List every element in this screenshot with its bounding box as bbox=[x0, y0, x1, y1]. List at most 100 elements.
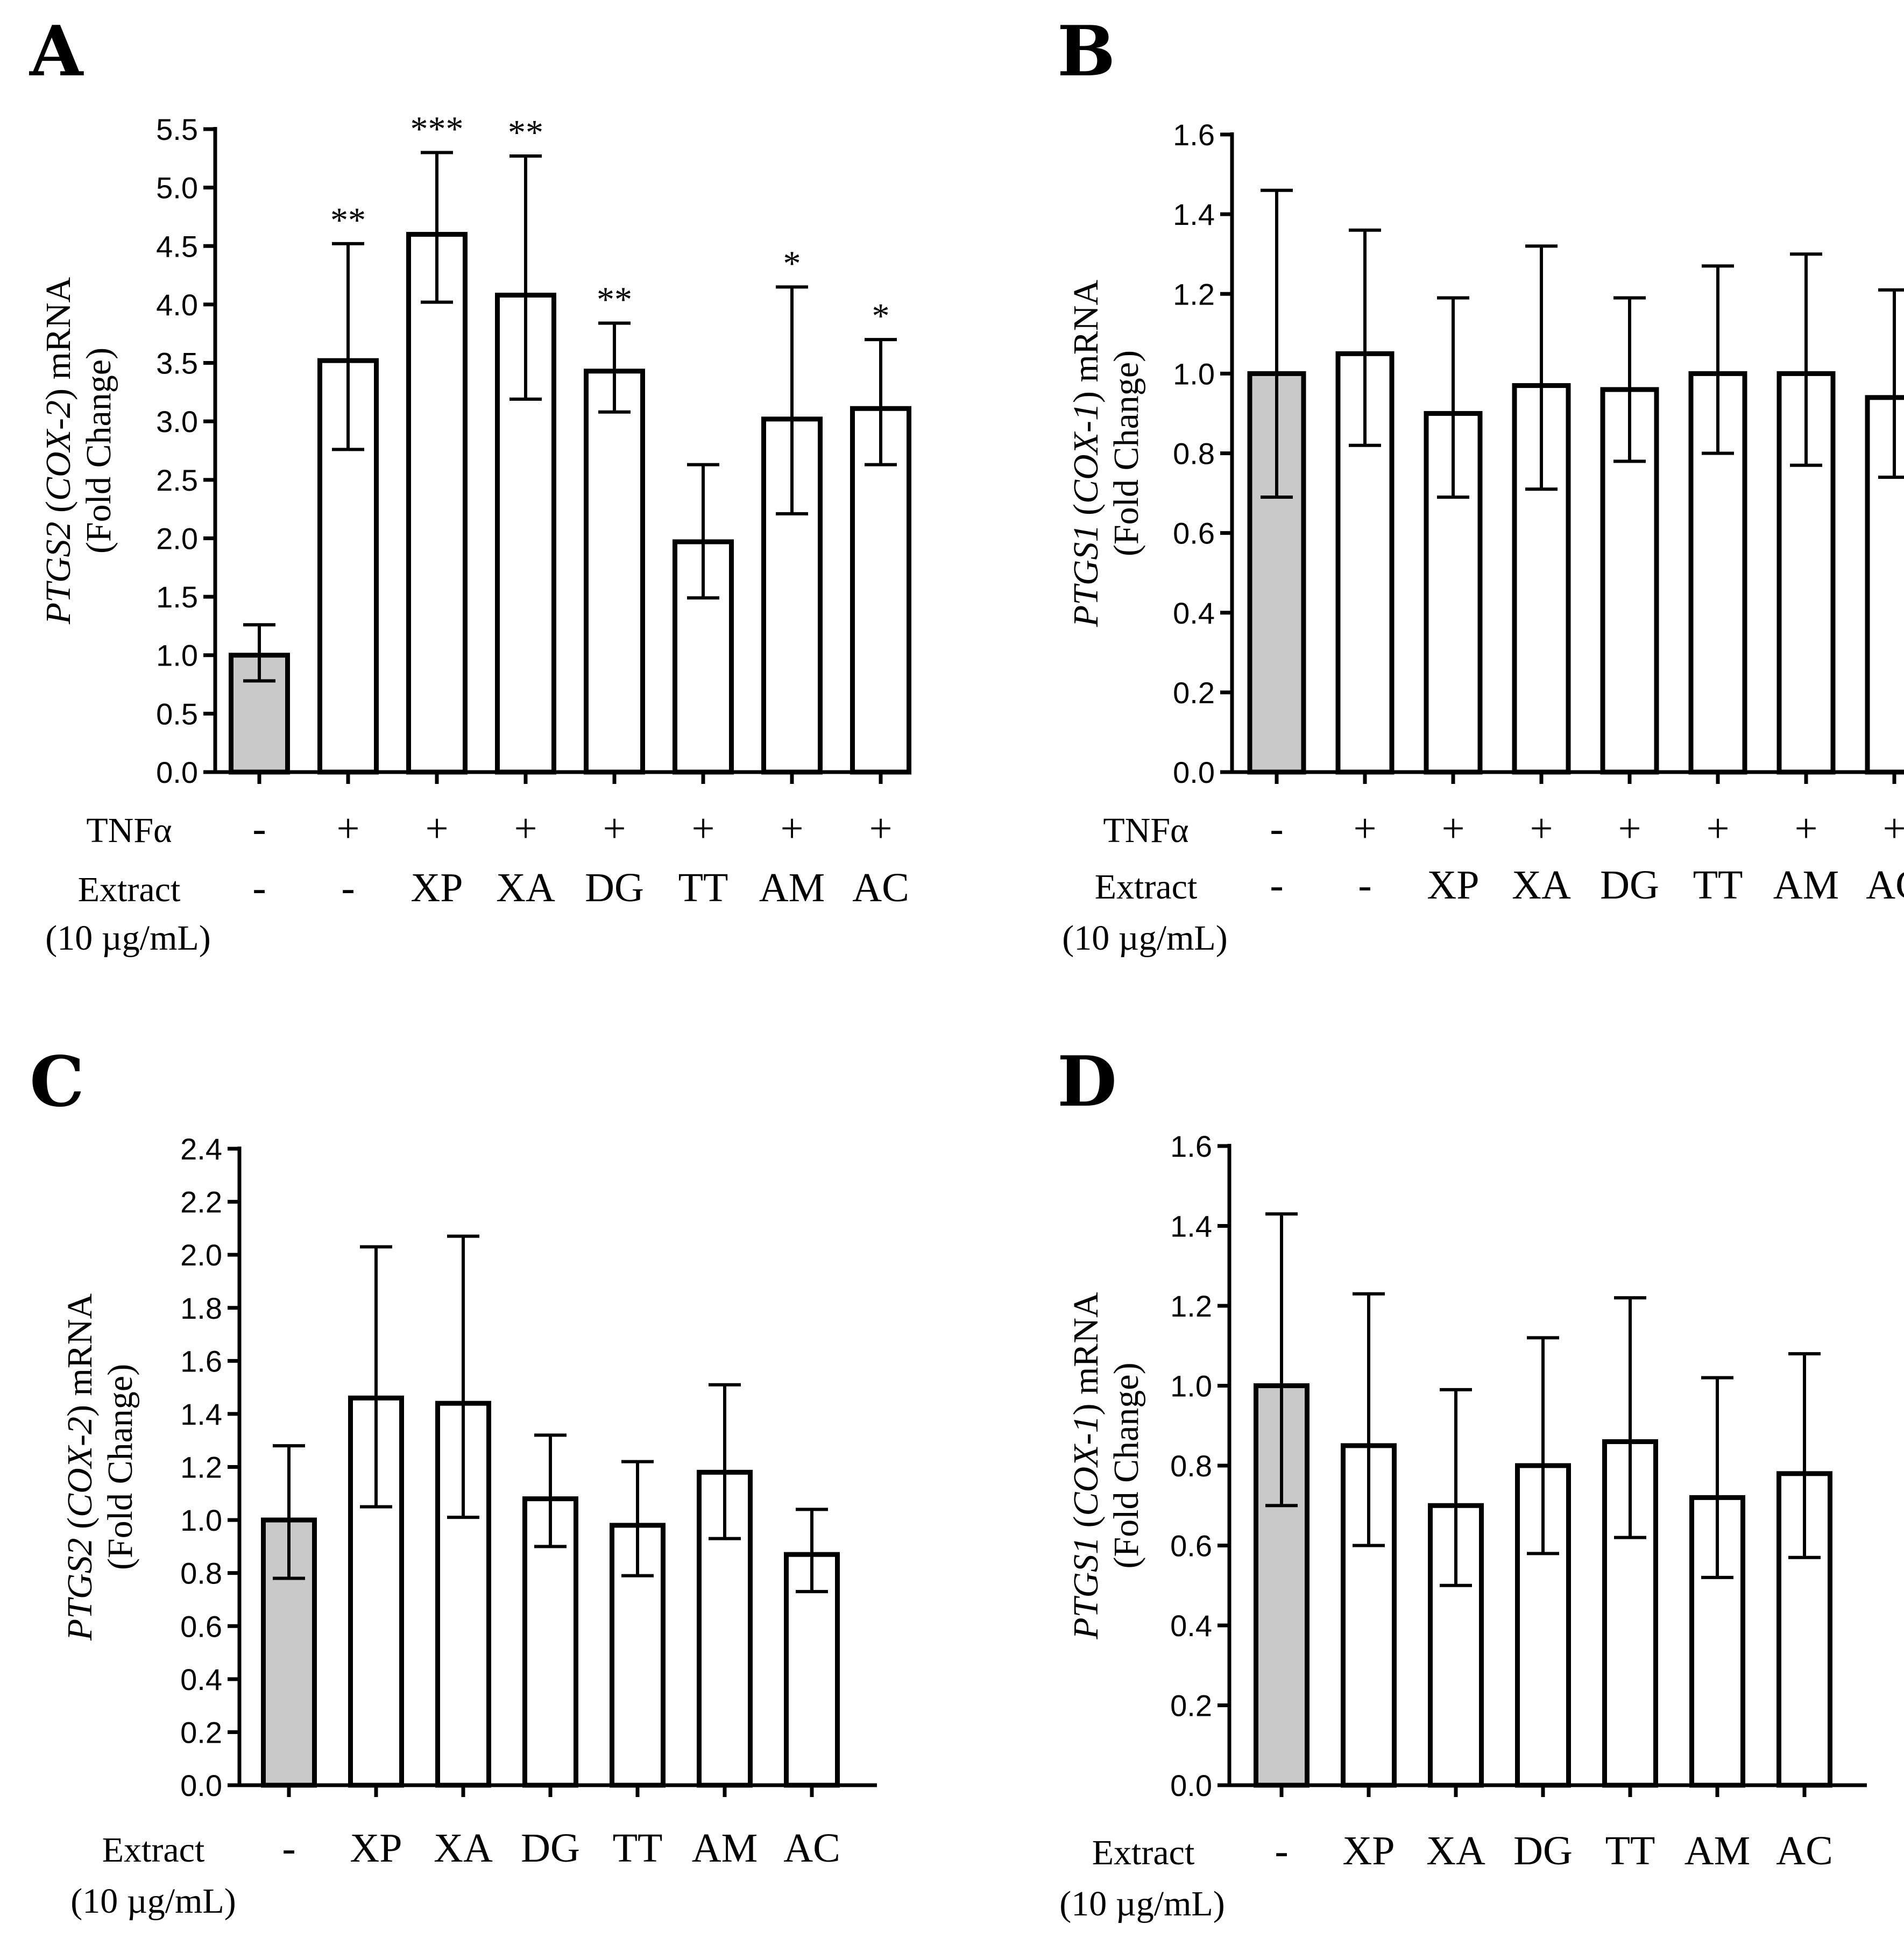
panel-letter: B bbox=[1057, 11, 1115, 92]
condition-label: + bbox=[1442, 806, 1465, 851]
condition-label: XP bbox=[1427, 862, 1479, 908]
y-tick-label: 0.2 bbox=[1173, 676, 1215, 710]
condition-label: + bbox=[514, 806, 537, 851]
condition-label: AM bbox=[1773, 862, 1839, 908]
y-tick-label: 2.0 bbox=[156, 521, 198, 555]
condition-label: + bbox=[1618, 806, 1641, 851]
y-tick-label: 1.0 bbox=[1170, 1369, 1212, 1403]
y-axis-subtitle: (Fold Change) bbox=[1107, 1362, 1146, 1568]
condition-label: XP bbox=[410, 865, 463, 910]
y-tick-label: 0.6 bbox=[1173, 517, 1215, 550]
condition-label: DG bbox=[521, 1826, 580, 1871]
y-axis-subtitle: (Fold Change) bbox=[101, 1364, 140, 1570]
y-tick-label: 2.2 bbox=[180, 1185, 222, 1219]
row-label: TNFα bbox=[86, 811, 172, 850]
row-label: Extract bbox=[1092, 1833, 1195, 1872]
panel-letter: C bbox=[30, 1042, 84, 1122]
condition-label: + bbox=[1795, 806, 1818, 851]
y-axis-title: PTGS1 (COX-1) mRNA bbox=[1066, 280, 1106, 628]
y-tick-label: 0.4 bbox=[1170, 1609, 1212, 1643]
y-axis-paren-open: ( bbox=[60, 1517, 100, 1538]
condition-label: XP bbox=[350, 1826, 402, 1871]
y-tick-label: 0.8 bbox=[1170, 1449, 1212, 1483]
significance-marker: ** bbox=[330, 201, 366, 240]
y-tick-label: 1.0 bbox=[1173, 357, 1215, 391]
y-tick-label: 4.5 bbox=[156, 229, 198, 263]
condition-label: AC bbox=[1866, 862, 1904, 908]
panel-letter: A bbox=[29, 11, 84, 92]
condition-label: - bbox=[341, 865, 355, 910]
y-axis-gene: PTGS1 bbox=[1066, 1537, 1106, 1640]
y-tick-label: 0.8 bbox=[1173, 437, 1215, 471]
condition-label: + bbox=[426, 806, 449, 851]
row-label-unit: (10 µg/mL) bbox=[70, 1882, 236, 1921]
y-axis-alias: COX-2 bbox=[60, 1417, 100, 1517]
row-label-unit: (10 µg/mL) bbox=[1059, 1884, 1224, 1923]
y-tick-label: 2.4 bbox=[180, 1132, 222, 1166]
y-tick-label: 0.4 bbox=[180, 1663, 222, 1696]
y-tick-label: 3.5 bbox=[156, 346, 198, 380]
y-axis-title: PTGS2 (COX-2) mRNA bbox=[39, 277, 78, 625]
y-tick-label: 1.2 bbox=[1170, 1289, 1212, 1323]
y-axis-alias: COX-2 bbox=[39, 400, 78, 501]
condition-label: + bbox=[692, 806, 715, 851]
y-tick-label: 4.0 bbox=[156, 288, 198, 322]
condition-label: - bbox=[1275, 1828, 1288, 1873]
condition-label: AC bbox=[783, 1826, 840, 1871]
bar bbox=[406, 232, 468, 775]
y-tick-label: 1.5 bbox=[156, 580, 198, 614]
condition-label: TT bbox=[613, 1826, 663, 1871]
y-tick-label: 1.4 bbox=[1170, 1210, 1212, 1243]
condition-label: TT bbox=[1693, 862, 1743, 908]
y-axis-paren-open: ( bbox=[39, 501, 78, 521]
row-label: Extract bbox=[102, 1830, 205, 1870]
y-tick-label: 1.4 bbox=[1173, 197, 1215, 231]
y-tick-label: 0.0 bbox=[180, 1769, 222, 1802]
significance-marker: ** bbox=[508, 113, 543, 152]
y-tick-label: 1.6 bbox=[180, 1344, 222, 1378]
significance-marker: * bbox=[783, 244, 801, 283]
y-axis-paren-close: ) bbox=[1066, 383, 1106, 403]
panel-a: A 0.0 0.5 1.0 1.5 2.0 2.5 3.0 3.5 4.0 4.5 5.0 5.5 PTG… bbox=[29, 11, 911, 958]
significance-marker: ** bbox=[597, 280, 632, 320]
y-axis-alias: COX-1 bbox=[1066, 1416, 1106, 1516]
condition-label: + bbox=[869, 806, 893, 851]
y-tick-label: 2.5 bbox=[156, 463, 198, 497]
y-axis-alias: COX-1 bbox=[1066, 403, 1106, 504]
y-tick-label: 2.0 bbox=[180, 1238, 222, 1272]
y-axis-subtitle: (Fold Change) bbox=[79, 348, 118, 554]
row-label: Extract bbox=[78, 870, 181, 909]
condition-label: DG bbox=[1600, 862, 1659, 908]
condition-label: + bbox=[1707, 806, 1730, 851]
y-axis-paren-close: ) bbox=[39, 380, 78, 400]
y-axis-paren-close: ) bbox=[60, 1396, 100, 1417]
y-tick-label: 0.0 bbox=[1173, 755, 1215, 789]
condition-label: AC bbox=[852, 865, 909, 910]
condition-label: XA bbox=[1426, 1828, 1485, 1873]
panel-d: D 0.0 0.2 0.4 0.6 0.8 1.0 1.2 1.4 1.6 PTGS1 (COX-1… bbox=[1057, 1042, 1867, 1923]
condition-label: XA bbox=[434, 1826, 493, 1871]
significance-marker: *** bbox=[410, 109, 464, 148]
y-axis-unit: mRNA bbox=[60, 1293, 100, 1396]
panel-c: C 0.0 0.2 0.4 0.6 0.8 1.0 1.2 1.4 1.6 1.8 2.0 2.2 2.4… bbox=[30, 1042, 877, 1921]
y-axis-paren-close: ) bbox=[1066, 1395, 1106, 1415]
bar bbox=[1865, 395, 1904, 775]
significance-marker: * bbox=[872, 296, 890, 336]
y-tick-label: 0.6 bbox=[1170, 1529, 1212, 1563]
condition-label: TT bbox=[678, 865, 728, 910]
row-label-unit: (10 µg/mL) bbox=[45, 918, 210, 958]
condition-label: + bbox=[603, 806, 626, 851]
condition-label: + bbox=[1530, 806, 1553, 851]
condition-label: - bbox=[1270, 862, 1283, 908]
y-tick-label: 5.0 bbox=[156, 171, 198, 205]
condition-label: XP bbox=[1342, 1828, 1395, 1873]
y-axis-title: PTGS1 (COX-1) mRNA bbox=[1066, 1292, 1106, 1640]
y-axis-gene: PTGS2 bbox=[60, 1538, 100, 1641]
y-axis-paren-open: ( bbox=[1066, 1516, 1106, 1536]
condition-label: + bbox=[337, 806, 360, 851]
y-tick-label: 1.2 bbox=[1173, 277, 1215, 311]
condition-label: + bbox=[1354, 806, 1377, 851]
y-tick-label: 0.5 bbox=[156, 697, 198, 731]
y-axis-unit: mRNA bbox=[1066, 280, 1106, 383]
condition-label: - bbox=[282, 1826, 295, 1871]
